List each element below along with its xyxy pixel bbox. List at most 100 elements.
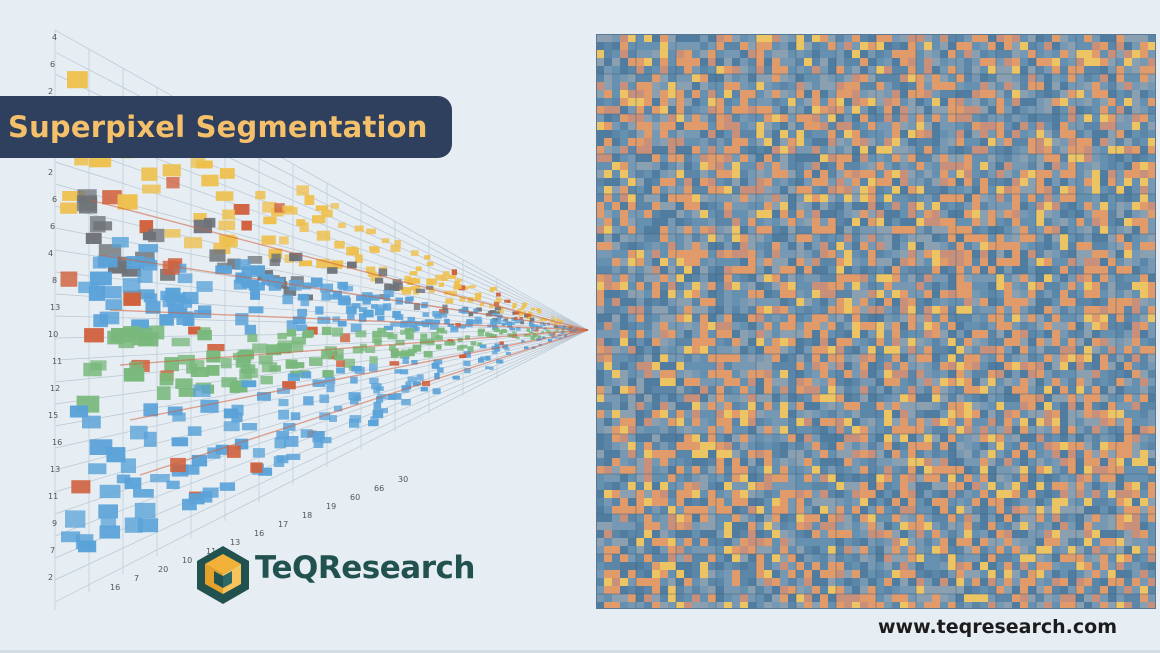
mosaic-cell — [660, 330, 668, 338]
mosaic-cell — [1060, 442, 1068, 450]
mosaic-cell — [620, 210, 628, 218]
mosaic-cell — [1012, 458, 1020, 466]
mosaic-cell — [724, 442, 732, 450]
mosaic-cell — [764, 218, 772, 226]
mosaic-cell — [676, 202, 684, 210]
mosaic-cell — [860, 162, 868, 170]
mosaic-cell — [748, 474, 756, 482]
mosaic-cell — [924, 50, 932, 58]
mosaic-cell — [1076, 98, 1084, 106]
mosaic-cell — [980, 66, 988, 74]
mosaic-cell — [636, 450, 644, 458]
mosaic-cell — [836, 106, 844, 114]
mosaic-cell — [596, 234, 604, 242]
mosaic-cell — [1012, 162, 1020, 170]
mosaic-cell — [788, 82, 796, 90]
mosaic-cell — [1124, 482, 1132, 490]
mosaic-cell — [1132, 218, 1140, 226]
segment-tile — [407, 376, 417, 382]
mosaic-cell — [1100, 434, 1108, 442]
mosaic-cell — [956, 98, 964, 106]
mosaic-cell — [1084, 394, 1092, 402]
mosaic-cell — [956, 58, 964, 66]
mosaic-cell — [1028, 50, 1036, 58]
mosaic-cell — [900, 426, 908, 434]
mosaic-cell — [652, 154, 660, 162]
segment-tile — [129, 361, 143, 373]
mosaic-cell — [948, 354, 956, 362]
mosaic-cell — [820, 498, 828, 506]
segment-tile — [88, 463, 107, 475]
mosaic-cell — [1132, 338, 1140, 346]
mosaic-cell — [932, 402, 940, 410]
mosaic-cell — [1108, 106, 1116, 114]
segment-tile — [123, 368, 145, 382]
mosaic-cell — [900, 394, 908, 402]
mosaic-cell — [764, 298, 772, 306]
mosaic-cell — [1108, 490, 1116, 498]
mosaic-cell — [788, 202, 796, 210]
mosaic-cell — [1092, 402, 1100, 410]
mosaic-cell — [700, 330, 708, 338]
mosaic-cell — [1004, 98, 1012, 106]
mosaic-cell — [1100, 106, 1108, 114]
mosaic-cell — [828, 170, 836, 178]
mosaic-cell — [1012, 98, 1020, 106]
mosaic-cell — [676, 66, 684, 74]
mosaic-cell — [1028, 330, 1036, 338]
mosaic-cell — [1036, 186, 1044, 194]
segment-tile — [196, 281, 213, 292]
mosaic-cell — [692, 138, 700, 146]
segment-tile — [172, 412, 186, 422]
mosaic-cell — [756, 266, 764, 274]
mosaic-cell — [852, 234, 860, 242]
segment-tile — [490, 322, 497, 327]
mosaic-cell — [732, 74, 740, 82]
mosaic-cell — [708, 394, 716, 402]
mosaic-cell — [1052, 378, 1060, 386]
mosaic-cell — [820, 314, 828, 322]
mosaic-cell — [1028, 226, 1036, 234]
segment-tile — [415, 288, 426, 293]
mosaic-cell — [964, 458, 972, 466]
mosaic-cell — [932, 162, 940, 170]
mosaic-cell — [1028, 322, 1036, 330]
mosaic-cell — [996, 178, 1004, 186]
mosaic-cell — [820, 450, 828, 458]
mosaic-cell — [700, 498, 708, 506]
mosaic-cell — [676, 82, 684, 90]
mosaic-cell — [972, 346, 980, 354]
mosaic-cell — [660, 410, 668, 418]
mosaic-cell — [932, 226, 940, 234]
mosaic-cell — [860, 50, 868, 58]
mosaic-cell — [876, 82, 884, 90]
mosaic-cell — [812, 114, 820, 122]
mosaic-cell — [908, 34, 916, 42]
mosaic-cell — [596, 242, 604, 250]
mosaic-cell — [892, 226, 900, 234]
mosaic-cell — [948, 450, 956, 458]
mosaic-cell — [628, 154, 636, 162]
mosaic-cell — [708, 154, 716, 162]
mosaic-cell — [652, 42, 660, 50]
mosaic-cell — [788, 154, 796, 162]
mosaic-cell — [1124, 362, 1132, 370]
mosaic-cell — [1132, 234, 1140, 242]
mosaic-cell — [636, 290, 644, 298]
mosaic-cell — [1108, 50, 1116, 58]
mosaic-cell — [948, 202, 956, 210]
mosaic-cell — [612, 50, 620, 58]
segment-tile — [84, 328, 104, 343]
mosaic-cell — [628, 298, 636, 306]
segment-tile — [329, 415, 337, 422]
mosaic-cell — [796, 218, 804, 226]
segment-tile — [448, 275, 456, 279]
mosaic-cell — [636, 114, 644, 122]
mosaic-cell — [948, 330, 956, 338]
mosaic-cell — [612, 506, 620, 514]
mosaic-cell — [900, 114, 908, 122]
mosaic-cell — [620, 170, 628, 178]
mosaic-cell — [732, 106, 740, 114]
mosaic-cell — [1044, 66, 1052, 74]
mosaic-cell — [692, 338, 700, 346]
